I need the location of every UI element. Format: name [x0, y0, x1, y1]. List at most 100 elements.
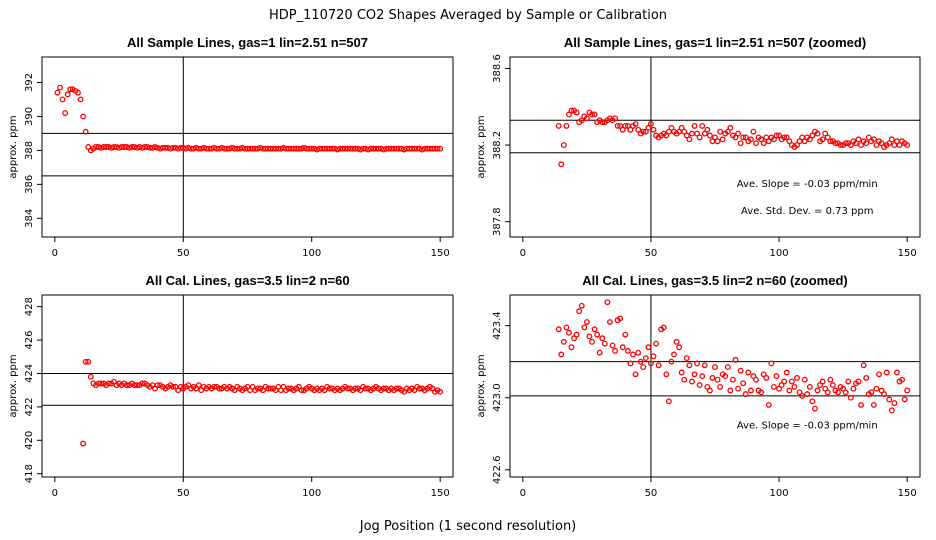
data-point — [116, 144, 123, 151]
data-point — [380, 385, 387, 392]
data-point — [735, 385, 742, 392]
data-point — [847, 142, 854, 149]
data-point — [285, 385, 292, 392]
data-point — [123, 382, 130, 389]
data-point — [573, 109, 580, 116]
data-point — [437, 388, 444, 395]
data-point — [704, 126, 711, 133]
data-point — [691, 371, 698, 378]
data-point — [747, 387, 754, 394]
data-point — [167, 145, 174, 152]
data-point — [899, 376, 906, 383]
plot-frame — [509, 56, 921, 238]
y-axis-label: approx. ppm — [8, 354, 19, 417]
data-point — [630, 351, 636, 358]
data-point — [827, 376, 834, 383]
data-point — [858, 401, 865, 408]
data-point — [842, 389, 849, 396]
data-point — [295, 145, 302, 152]
data-point — [737, 367, 744, 374]
data-point — [642, 128, 649, 135]
data-point — [594, 331, 601, 338]
data-point — [218, 144, 225, 151]
data-point — [560, 142, 567, 149]
data-point — [776, 132, 783, 139]
data-point — [162, 144, 169, 151]
data-point — [234, 145, 241, 152]
data-point — [57, 84, 63, 91]
data-point — [195, 382, 202, 389]
data-point — [211, 144, 218, 151]
y-tick-label: 387.8 — [492, 207, 503, 236]
data-point — [211, 383, 218, 390]
data-point — [824, 389, 831, 396]
data-point — [591, 111, 598, 118]
data-point — [701, 362, 708, 369]
data-point — [786, 387, 793, 394]
x-tick-label: 100 — [302, 248, 321, 259]
data-point — [681, 128, 688, 135]
data-point — [589, 338, 595, 345]
data-point — [863, 374, 870, 381]
data-point — [678, 124, 685, 131]
data-point — [683, 355, 690, 362]
chart-panel-1: All Sample Lines, gas=1 lin=2.51 n=507 0 5… — [8, 35, 454, 259]
data-point — [814, 130, 821, 137]
data-point — [578, 117, 585, 124]
data-point — [185, 144, 192, 151]
data-point — [645, 344, 652, 351]
data-point — [103, 144, 110, 150]
data-point — [583, 319, 590, 325]
data-point — [591, 326, 598, 333]
data-point — [901, 396, 908, 403]
data-point — [416, 385, 423, 392]
data-point — [647, 360, 654, 367]
data-point — [280, 144, 287, 151]
data-point — [640, 364, 647, 371]
y-tick-label: 388.2 — [492, 131, 503, 160]
y-tick-label: 423.0 — [492, 383, 503, 412]
data-point — [92, 144, 99, 150]
y-tick-label: 422.6 — [492, 455, 503, 484]
data-point — [565, 111, 572, 118]
y-tick-label: 418 — [24, 464, 35, 483]
data-point — [683, 132, 690, 139]
data-point — [786, 138, 793, 145]
data-point — [200, 144, 207, 151]
data-point — [781, 134, 788, 141]
x-tick-label: 0 — [520, 488, 526, 499]
chart-panels: All Sample Lines, gas=1 lin=2.51 n=507 0 5… — [8, 35, 921, 499]
data-point — [563, 324, 570, 331]
data-point — [108, 144, 115, 151]
data-point — [635, 349, 642, 356]
data-point — [563, 122, 570, 129]
data-point — [758, 389, 765, 396]
data-point — [134, 382, 140, 389]
data-point — [814, 387, 821, 394]
data-point — [80, 113, 87, 120]
data-point — [709, 374, 716, 381]
data-point — [298, 387, 305, 394]
annotation-text: Ave. Std. Dev. = 0.73 ppm — [741, 206, 873, 217]
data-point — [801, 376, 808, 383]
x-tick-label: 50 — [177, 248, 190, 259]
data-point — [891, 400, 898, 407]
data-point — [727, 124, 734, 131]
data-point — [647, 121, 654, 127]
data-point — [599, 119, 606, 126]
data-point — [865, 134, 872, 141]
data-point — [686, 362, 693, 369]
data-point — [801, 138, 808, 145]
x-tick-label: 0 — [52, 488, 58, 499]
data-point — [791, 383, 798, 390]
data-point — [858, 142, 865, 149]
data-point — [612, 115, 619, 122]
data-point — [152, 144, 158, 150]
data-point — [393, 385, 400, 392]
data-point — [434, 145, 441, 152]
data-point — [783, 134, 790, 141]
data-point — [188, 145, 194, 152]
panel-title: All Sample Lines, gas=1 lin=2.51 n=507 — [127, 35, 368, 50]
data-point — [724, 128, 731, 135]
data-point — [742, 134, 749, 141]
